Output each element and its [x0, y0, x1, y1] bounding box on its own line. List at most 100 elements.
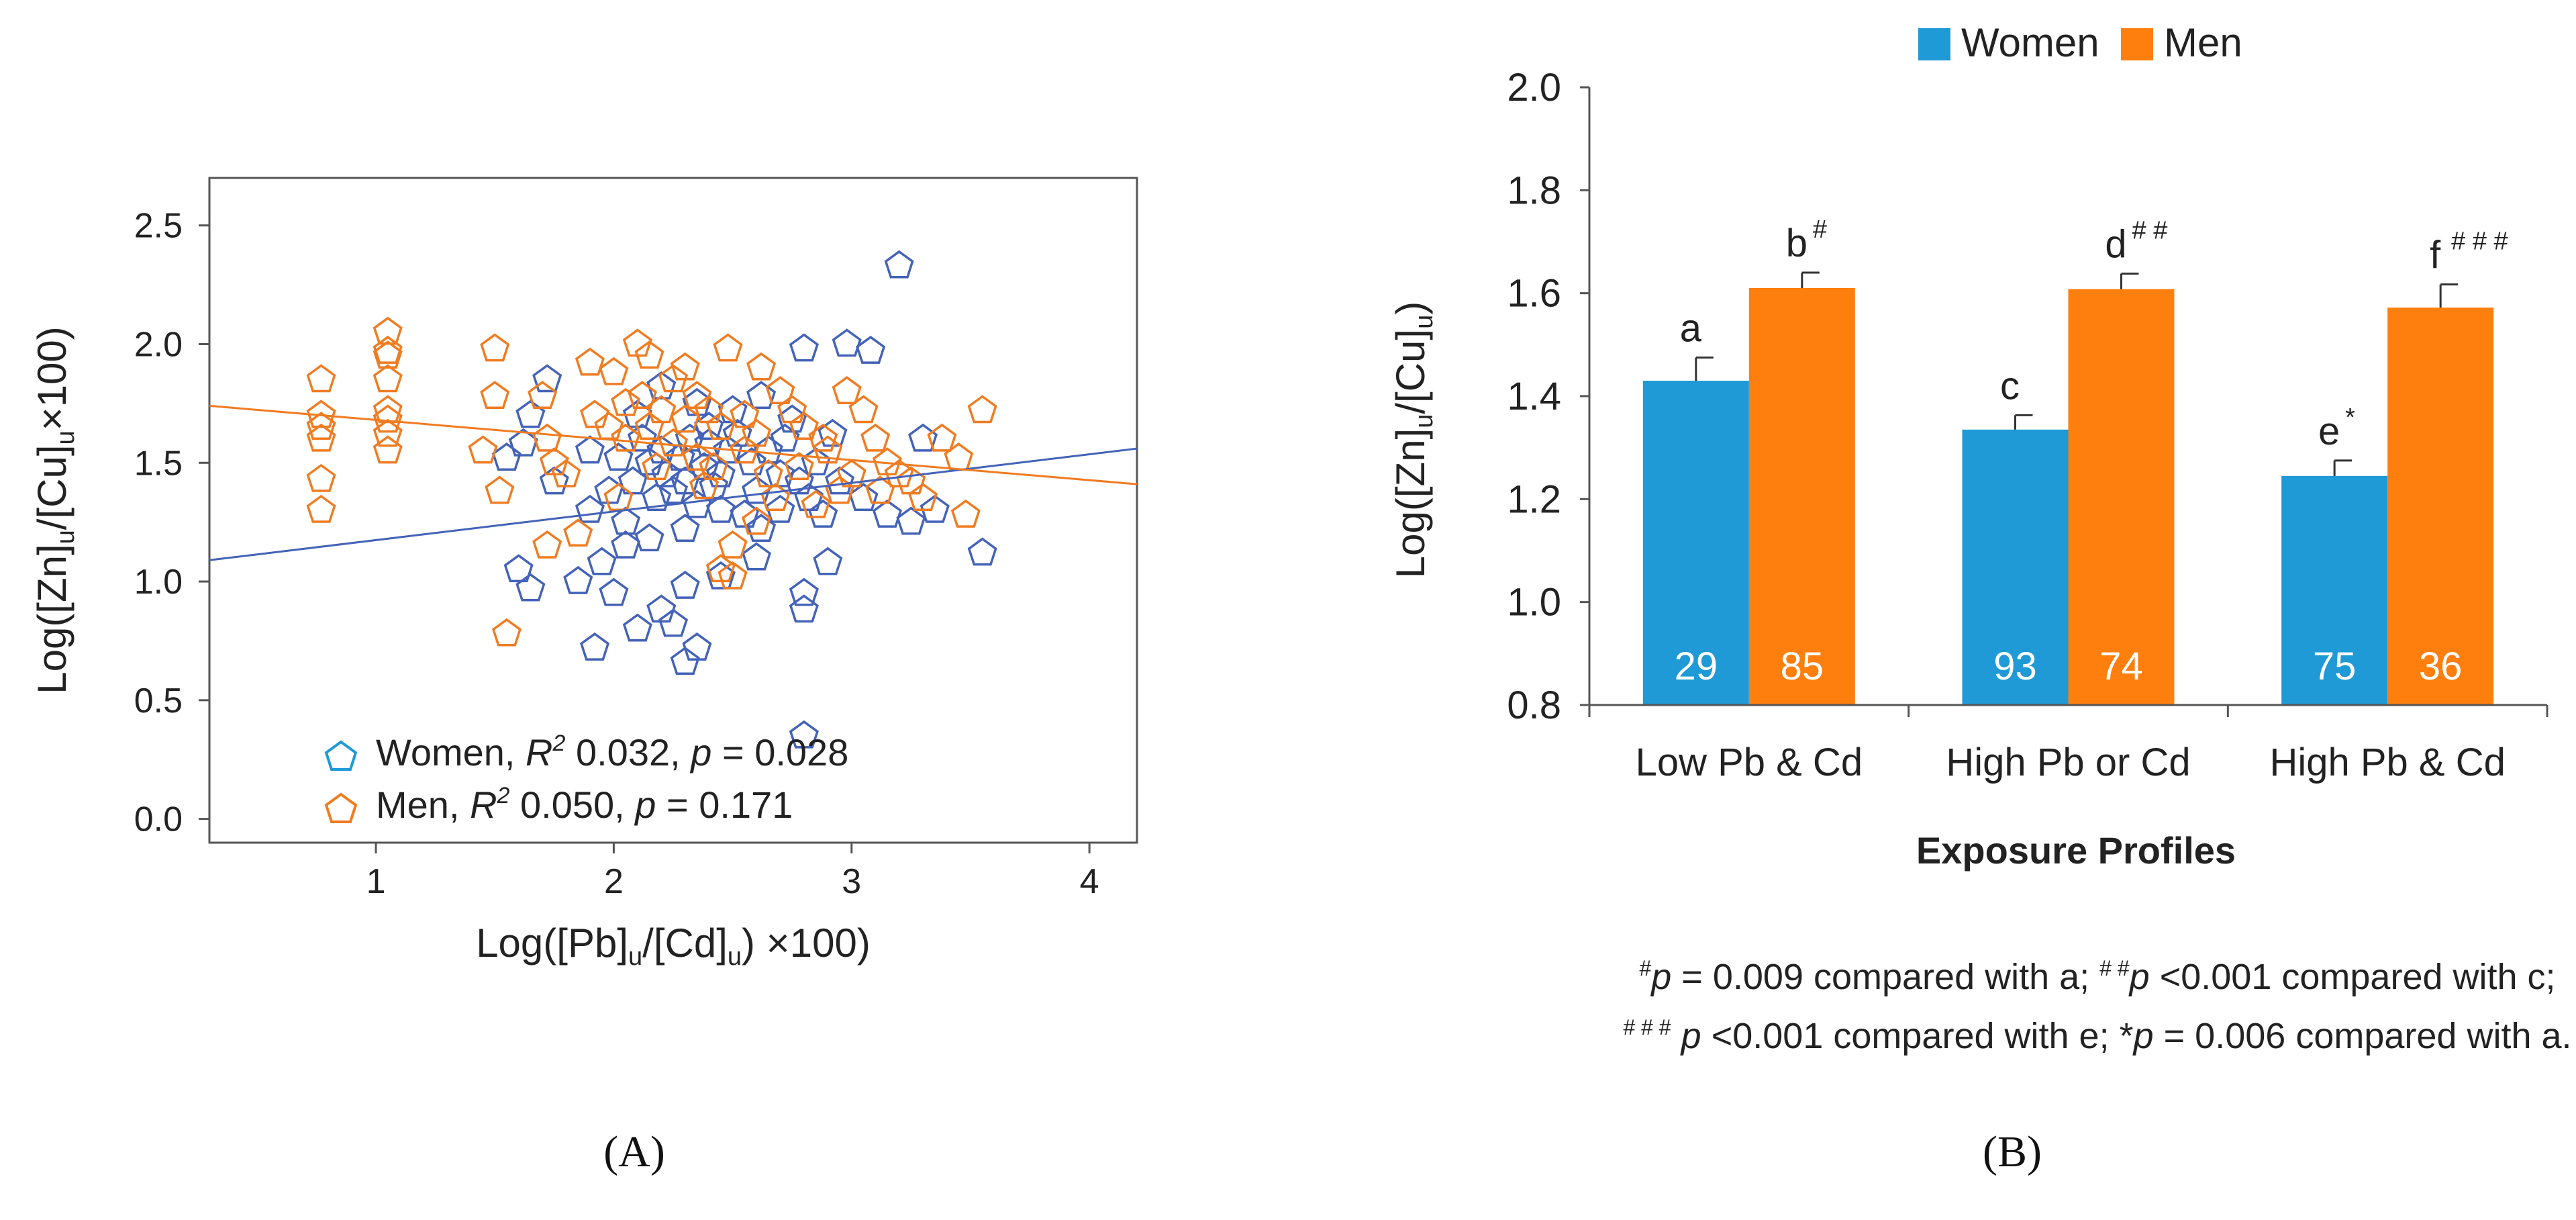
women-data-point	[539, 466, 569, 495]
women-data-point	[622, 613, 652, 642]
men-bar	[1748, 288, 1855, 705]
scatter-legend: Women, R2 0.032, p = 0.028 Men, R2 0.050…	[324, 731, 848, 826]
women-legend-swatch	[1918, 28, 1950, 60]
scatter-x-ticks: 1 2 3 4	[366, 843, 1099, 901]
women-data-point	[765, 459, 795, 487]
men-data-point	[658, 428, 689, 457]
women-legend-pentagon-icon	[324, 740, 358, 771]
bars: a 29 b #85 c 93 d # # 74 e * 75 f # # # 36	[1642, 216, 2508, 706]
men-data-point	[306, 400, 336, 428]
men-legend-text: Men	[2164, 20, 2242, 65]
men-data-point	[373, 418, 403, 447]
men-data-point	[580, 400, 610, 428]
bar-y-tick-label: 1.0	[1507, 581, 1561, 624]
men-data-point	[306, 494, 336, 523]
scatter-points	[306, 250, 997, 749]
bar-legend: Women Men	[1918, 20, 2242, 65]
scatter-x-tick-label: 4	[1080, 862, 1099, 901]
women-data-point	[611, 530, 641, 559]
women-sample-size: 93	[1993, 645, 2037, 688]
men-data-point	[373, 435, 403, 464]
women-data-point	[580, 632, 610, 661]
scatter-x-axis-label: Log([Pb]u/[Cd]u) ×100)	[476, 921, 871, 971]
men-sample-size: 36	[2419, 645, 2463, 688]
men-data-point	[950, 499, 981, 528]
bar-y-ticks: 0.8 1.0 1.2 1.4 1.6 1.8 2.0	[1507, 66, 1591, 727]
women-bar	[1642, 381, 1749, 705]
bar-y-tick-label: 1.6	[1507, 272, 1561, 316]
men-data-point	[373, 364, 403, 393]
women-data-point	[793, 483, 824, 512]
women-data-point	[515, 400, 546, 428]
men-data-point	[563, 518, 593, 547]
men-data-point	[717, 561, 748, 590]
men-data-point	[865, 475, 895, 504]
women-data-point	[770, 423, 800, 452]
bar-y-axis-label: Log([Zn]u/[Cu]u)	[1388, 301, 1438, 578]
women-data-point	[699, 471, 729, 500]
women-significance-letter: c	[2000, 364, 2020, 408]
men-data-point	[730, 400, 760, 428]
men-significance-letter: d	[2105, 223, 2126, 267]
scatter-y-tick-label: 2.5	[134, 207, 183, 246]
women-data-point	[611, 506, 641, 535]
men-data-point	[491, 618, 522, 647]
women-data-point	[634, 523, 664, 552]
scatter-x-tick-label: 3	[842, 862, 861, 901]
men-data-point	[642, 452, 672, 481]
men-data-point	[373, 404, 403, 433]
women-regression-line	[209, 447, 1138, 561]
women-legend-label: Women, R2 0.032, p = 0.028	[376, 731, 848, 773]
women-data-point	[789, 594, 819, 623]
men-data-point	[480, 381, 510, 410]
bar-y-tick-label: 0.8	[1507, 684, 1561, 727]
men-data-point	[670, 352, 700, 381]
men-data-point	[634, 412, 664, 440]
men-data-point	[532, 530, 562, 559]
men-bar	[2387, 308, 2494, 706]
footnote-line-2: # # # p <0.001 compared with e; *p = 0.0…	[1623, 1015, 2571, 1056]
men-data-point	[658, 364, 689, 393]
women-data-point	[705, 459, 736, 487]
women-data-point	[832, 328, 862, 357]
women-legend-text: Women	[1961, 20, 2099, 65]
men-significance-marker: #	[1813, 216, 1827, 244]
men-data-point	[832, 376, 862, 404]
men-data-point	[634, 340, 664, 369]
bar-y-tick-label: 1.2	[1507, 477, 1561, 521]
men-data-point	[801, 489, 831, 518]
bar-category-label: High Pb & Cd	[2269, 741, 2505, 784]
men-data-point	[528, 381, 558, 410]
women-data-point	[908, 423, 938, 452]
women-data-point	[746, 381, 777, 410]
men-data-point	[485, 475, 515, 504]
women-data-point	[789, 577, 819, 606]
bar-panel: Women Men 0.8 1.0 1.2 1.4 1.6 1.8 2.0 a 29 b #85 c…	[1388, 20, 2572, 1176]
women-data-point	[575, 494, 605, 523]
bar-y-tick-label: 2.0	[1507, 66, 1561, 109]
women-data-point	[532, 364, 562, 393]
women-significance-letter: e	[2318, 410, 2340, 453]
men-data-point	[551, 459, 581, 487]
women-data-point	[872, 499, 902, 528]
women-data-point	[658, 475, 689, 504]
bar-x-axis-title: Exposure Profiles	[1916, 829, 2236, 872]
men-data-point	[373, 340, 403, 369]
women-data-point	[896, 506, 926, 535]
bar-x-axis: Low Pb & Cd High Pb or Cd High Pb & Cd	[1588, 704, 2548, 784]
men-legend-swatch	[2121, 28, 2153, 60]
women-data-point	[575, 435, 605, 464]
bar-category-label: High Pb or Cd	[1946, 741, 2190, 784]
men-data-point	[784, 452, 814, 481]
women-data-point	[587, 547, 617, 575]
scatter-y-tick-label: 1.0	[134, 563, 183, 602]
men-data-point	[813, 435, 843, 464]
men-bar	[2068, 289, 2175, 705]
men-data-point	[480, 333, 510, 362]
scatter-panel: 0.0 0.5 1.0 1.5 2.0 2.5 1 2 3 4 Women, R2 0.032,…	[30, 177, 1138, 1176]
men-data-point	[306, 423, 336, 452]
men-sample-size: 74	[2099, 645, 2143, 688]
women-data-point	[920, 494, 950, 523]
bar-y-tick-label: 1.4	[1507, 375, 1561, 418]
